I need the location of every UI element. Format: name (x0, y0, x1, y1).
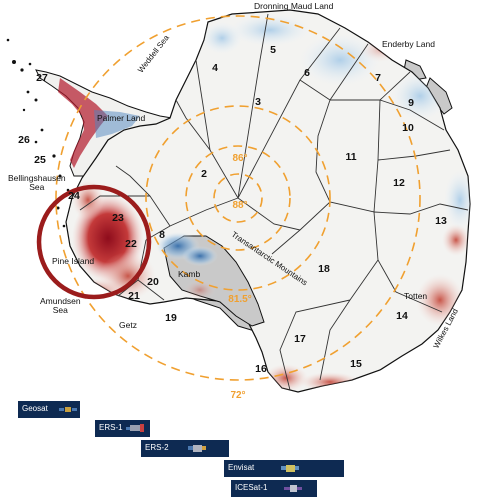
basin-number: 6 (304, 66, 310, 79)
label-getz: Getz (119, 320, 137, 330)
basin-number: 14 (396, 309, 408, 322)
label-pine-island: Pine Island (52, 256, 95, 266)
mission-bar-icesat1: ICESat-1 (231, 480, 317, 497)
satellite-icon (59, 407, 77, 412)
latitude-label-81-5: 81.5° (228, 294, 252, 305)
label-kamb: Kamb (178, 269, 201, 279)
basin-number: 24 (68, 189, 80, 202)
peninsula-thinning (58, 78, 108, 168)
basin-number: 2 (201, 167, 207, 180)
basin-number: 12 (393, 176, 405, 189)
peninsula-blue (94, 110, 140, 138)
satellite-icon (188, 445, 206, 452)
satellite-icon (284, 485, 302, 492)
basin-number: 18 (318, 262, 330, 275)
basin-number: 8 (159, 228, 165, 241)
basin-boundaries (79, 13, 469, 391)
label-enderby-land: Enderby Land (382, 39, 435, 49)
mission-label: ERS-2 (145, 443, 169, 452)
basin-number: 17 (294, 332, 306, 345)
mission-bar-envisat: Envisat (224, 460, 344, 477)
basin-number: 25 (34, 153, 46, 166)
pine-island-highlight-circle (36, 184, 152, 300)
basin-number: 19 (165, 311, 177, 324)
mission-bar-ers2: ERS-2 (141, 440, 229, 457)
mission-bar-geosat: Geosat (18, 401, 80, 418)
basin-number: 27 (36, 71, 48, 84)
satellite-icon (126, 424, 144, 432)
basin-number: 16 (255, 362, 267, 375)
basin-number: 3 (255, 95, 261, 108)
latitude-label-88: 88° (232, 200, 248, 211)
basin-number: 20 (147, 275, 159, 288)
label-amundsen-sea: Amundsen Sea (40, 296, 81, 315)
basin-number: 23 (112, 211, 124, 224)
basin-number: 11 (345, 150, 357, 163)
label-palmer-land: Palmer Land (97, 113, 146, 123)
basin-number: 9 (408, 96, 414, 109)
mission-label: Envisat (228, 463, 255, 472)
latitude-circles (55, 15, 421, 381)
basin-number: 15 (350, 357, 362, 370)
basin-number: 21 (128, 289, 140, 302)
label-dronning-maud-land: Dronning Maud Land (254, 1, 334, 11)
basin-number: 26 (18, 133, 30, 146)
islands (6, 38, 74, 248)
label-bellingshausen-sea: Bellingshausen Sea (8, 173, 66, 192)
mission-label: ERS-1 (99, 423, 123, 432)
satellite-icon (281, 465, 299, 472)
latitude-label-72: 72° (230, 390, 246, 401)
mission-label: Geosat (22, 404, 48, 413)
basin-number: 4 (212, 61, 218, 74)
label-totten: Totten (404, 291, 428, 301)
basin-number: 5 (270, 43, 276, 56)
basin-number: 7 (375, 71, 381, 84)
basin-number: 22 (125, 237, 137, 250)
basin-number: 13 (435, 214, 447, 227)
mission-label: ICESat-1 (235, 483, 268, 492)
latitude-label-86: 86° (232, 153, 248, 164)
basin-number: 10 (402, 121, 414, 134)
mission-bar-ers1: ERS-1 (95, 420, 150, 437)
